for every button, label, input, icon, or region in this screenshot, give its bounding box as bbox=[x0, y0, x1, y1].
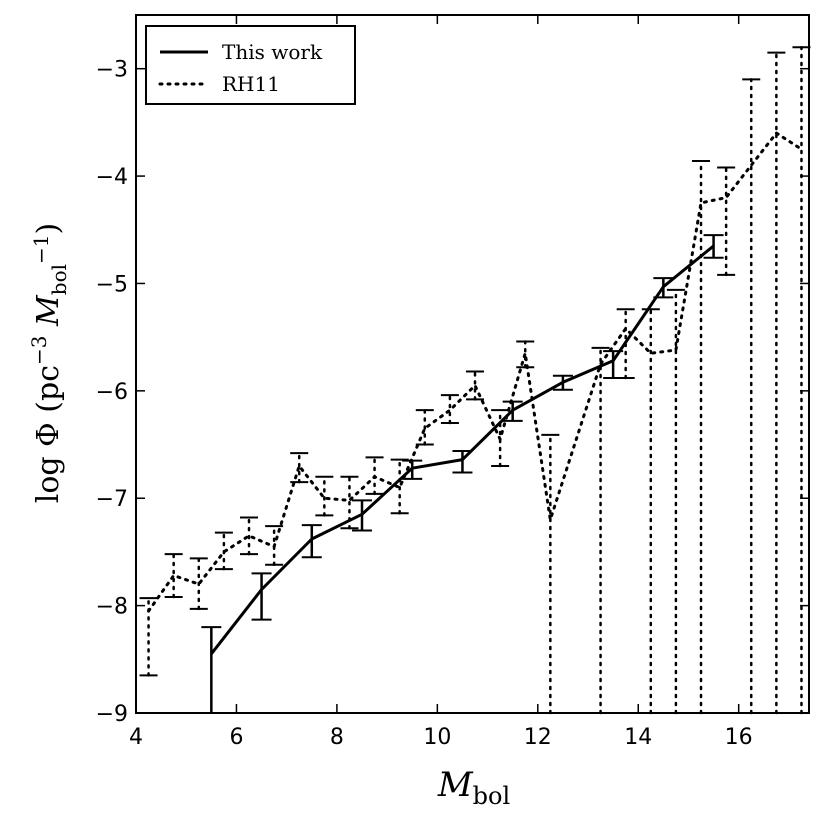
y-tick-label: −5 bbox=[96, 272, 128, 297]
x-tick-label: 10 bbox=[423, 725, 451, 750]
this-work-series-line bbox=[210, 244, 715, 655]
y-tick-label: −6 bbox=[96, 380, 128, 405]
x-axis-label: Mbol bbox=[437, 765, 510, 810]
legend: This work RH11 bbox=[145, 25, 356, 105]
legend-box bbox=[145, 25, 356, 105]
legend-label-rh11: RH11 bbox=[222, 72, 280, 96]
x-tick-label: 14 bbox=[624, 725, 652, 750]
series-layer bbox=[139, 45, 811, 715]
y-tick-label: −8 bbox=[96, 595, 128, 620]
y-tick-label: −7 bbox=[96, 487, 128, 512]
y-tick-label: −9 bbox=[96, 702, 128, 727]
plot-frame bbox=[135, 14, 810, 714]
ticks-layer: 4 6 8 10 12 14 16 −9 −8 −7 −6 −5 −4 −3 bbox=[96, 15, 809, 750]
x-tick-label: 4 bbox=[129, 725, 143, 750]
rh11-series-line bbox=[147, 131, 803, 613]
x-tick-label: 16 bbox=[725, 725, 753, 750]
legend-label-this-work: This work bbox=[222, 40, 323, 64]
x-tick-label: 8 bbox=[330, 725, 344, 750]
y-axis-label: log Φ (pc−3 Mbol−1) bbox=[27, 223, 71, 503]
y-tick-label: −4 bbox=[96, 165, 128, 190]
x-tick-label: 6 bbox=[229, 725, 243, 750]
y-tick-label: −3 bbox=[96, 58, 128, 83]
x-tick-label: 12 bbox=[524, 725, 552, 750]
